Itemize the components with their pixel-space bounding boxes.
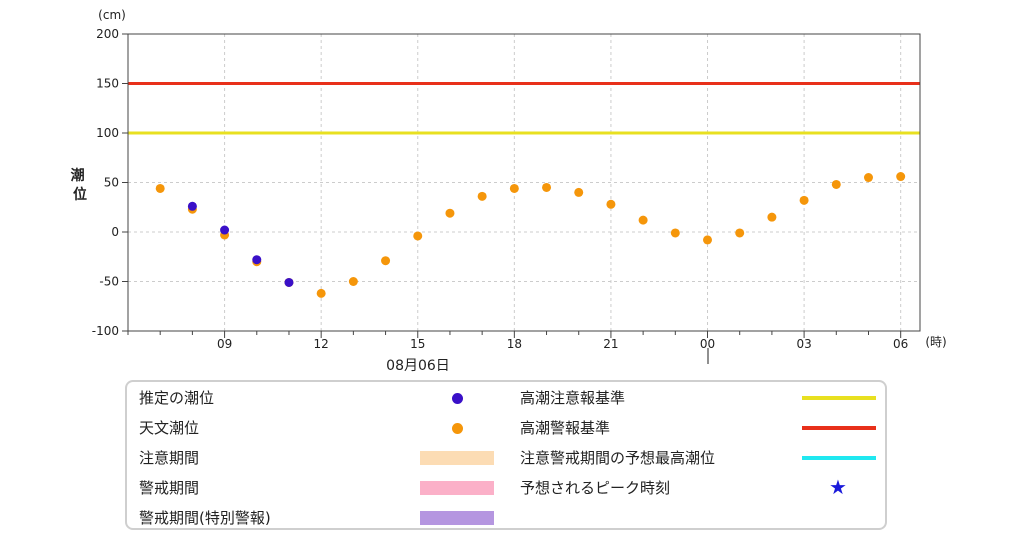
legend-label: 高潮注意報基準	[520, 389, 626, 407]
x-tick-label: 03	[796, 337, 811, 351]
y-tick-label: 50	[104, 176, 119, 190]
y-tick-label: 200	[96, 27, 119, 41]
data-point	[477, 191, 487, 201]
y-tick-label: -50	[99, 275, 119, 289]
legend-label: 警戒期間	[139, 479, 200, 497]
y-tick-label: 0	[111, 225, 119, 239]
x-tick-label: 15	[410, 337, 425, 351]
x-unit-label: (時)	[925, 335, 946, 349]
legend-label: 推定の潮位	[139, 389, 215, 407]
y-axis-title-char-2: 位	[73, 186, 87, 203]
threshold-lines	[128, 82, 920, 135]
y-tick-label: -100	[92, 324, 119, 338]
x-tick-label: 09	[217, 337, 232, 351]
legend-line-icon	[802, 426, 876, 430]
data-point	[252, 255, 262, 265]
data-point	[896, 172, 906, 182]
legend-label: 警戒期間(特別警報)	[139, 509, 271, 527]
data-point	[863, 173, 873, 183]
legend-label: 注意警戒期間の予想最高潮位	[520, 449, 716, 467]
data-point	[542, 182, 552, 192]
star-icon: ★	[829, 475, 847, 499]
legend-label: 予想されるピーク時刻	[520, 479, 671, 497]
data-point	[606, 199, 616, 209]
x-tick-label: 00	[700, 337, 715, 351]
legend-label: 天文潮位	[139, 419, 200, 437]
date-label: 08月06日	[386, 358, 450, 374]
legend-swatch	[420, 511, 494, 525]
x-tick-label: 18	[507, 337, 522, 351]
data-point	[413, 231, 423, 241]
legend-label: 注意期間	[139, 449, 200, 467]
tide-chart: -100 -50 0 50 100 150 200 09 12 15 18 21 00 03 06 (cm)…	[71, 8, 947, 374]
y-unit-label: (cm)	[98, 8, 126, 22]
legend-dot-icon	[451, 422, 463, 434]
data-point	[767, 212, 777, 222]
data-point	[445, 208, 455, 218]
data-point	[348, 277, 358, 286]
x-tick-label: 12	[314, 337, 329, 351]
data-point	[831, 179, 841, 189]
legend-line-icon	[802, 396, 876, 400]
y-tick-label: 100	[96, 126, 119, 140]
data-point	[220, 225, 230, 235]
data-point	[670, 228, 680, 238]
axes: -100 -50 0 50 100 150 200 09 12 15 18 21 00 03 06	[92, 27, 909, 351]
y-axis-title-char-1: 潮	[71, 167, 85, 184]
y-axis-title: 潮 位	[71, 167, 90, 203]
data-point	[509, 183, 519, 193]
data-point	[316, 288, 326, 298]
data-point	[638, 215, 648, 225]
data-point	[155, 183, 165, 193]
data-point	[574, 187, 584, 197]
data-point	[284, 277, 294, 287]
x-tick-label: 21	[603, 337, 618, 351]
data-point	[735, 228, 745, 238]
legend-label: 高潮警報基準	[520, 419, 611, 437]
legend-dot-icon	[451, 392, 463, 404]
y-tick-label: 150	[96, 77, 119, 91]
grid	[128, 34, 920, 331]
data-point	[187, 201, 197, 211]
data-point	[381, 256, 391, 266]
data-point	[799, 195, 809, 205]
data-point	[703, 235, 713, 245]
x-tick-label: 06	[893, 337, 908, 351]
legend: 推定の潮位天文潮位注意期間警戒期間警戒期間(特別警報) 高潮注意報基準 高潮警報基準…	[125, 380, 887, 530]
data-series	[155, 172, 906, 298]
legend-line-icon	[802, 456, 876, 460]
legend-swatch	[420, 451, 494, 465]
legend-swatch	[420, 481, 494, 495]
